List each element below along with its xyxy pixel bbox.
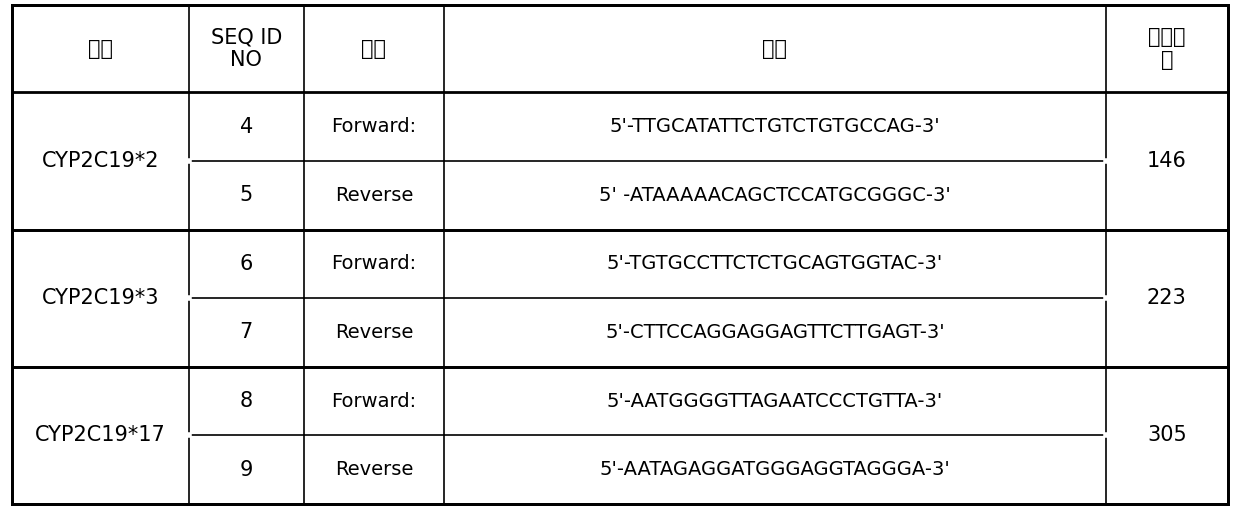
Text: 产物长
度: 产物长 度 — [1148, 27, 1185, 70]
Text: Forward:: Forward: — [331, 391, 417, 411]
Text: 8: 8 — [239, 391, 253, 411]
Text: 7: 7 — [239, 322, 253, 343]
Text: CYP2C19*17: CYP2C19*17 — [35, 426, 166, 445]
Text: CYP2C19*3: CYP2C19*3 — [42, 288, 159, 308]
Text: Forward:: Forward: — [331, 254, 417, 273]
Text: 序列: 序列 — [763, 39, 787, 59]
Text: Reverse: Reverse — [335, 323, 413, 342]
Text: 5'-CTTCCAGGAGGAGTTCTTGAGT-3': 5'-CTTCCAGGAGGAGTTCTTGAGT-3' — [605, 323, 945, 342]
Text: 5'-TTGCATATTCTGTCTGTGCCAG-3': 5'-TTGCATATTCTGTCTGTGCCAG-3' — [610, 117, 940, 136]
Text: 4: 4 — [239, 117, 253, 137]
Text: 146: 146 — [1147, 151, 1187, 171]
Text: Reverse: Reverse — [335, 460, 413, 479]
Text: 基因: 基因 — [88, 39, 113, 59]
Text: 5' -ATAAAAACAGCTCCATGCGGGC-3': 5' -ATAAAAACAGCTCCATGCGGGC-3' — [599, 186, 951, 205]
Text: 305: 305 — [1147, 426, 1187, 445]
Text: 223: 223 — [1147, 288, 1187, 308]
Text: 5: 5 — [239, 185, 253, 205]
Text: 引物: 引物 — [361, 39, 387, 59]
Text: 6: 6 — [239, 254, 253, 274]
Text: 5'-AATGGGGTTAGAATCCCTGTTA-3': 5'-AATGGGGTTAGAATCCCTGTTA-3' — [606, 391, 944, 411]
Text: 5'-TGTGCCTTCTCTGCAGTGGTAC-3': 5'-TGTGCCTTCTCTGCAGTGGTAC-3' — [606, 254, 944, 273]
Text: 9: 9 — [239, 460, 253, 479]
Text: CYP2C19*2: CYP2C19*2 — [42, 151, 159, 171]
Text: Reverse: Reverse — [335, 186, 413, 205]
Text: SEQ ID
NO: SEQ ID NO — [211, 27, 281, 70]
Text: Forward:: Forward: — [331, 117, 417, 136]
Text: 5'-AATAGAGGATGGGAGGTAGGGA-3': 5'-AATAGAGGATGGGAGGTAGGGA-3' — [600, 460, 950, 479]
